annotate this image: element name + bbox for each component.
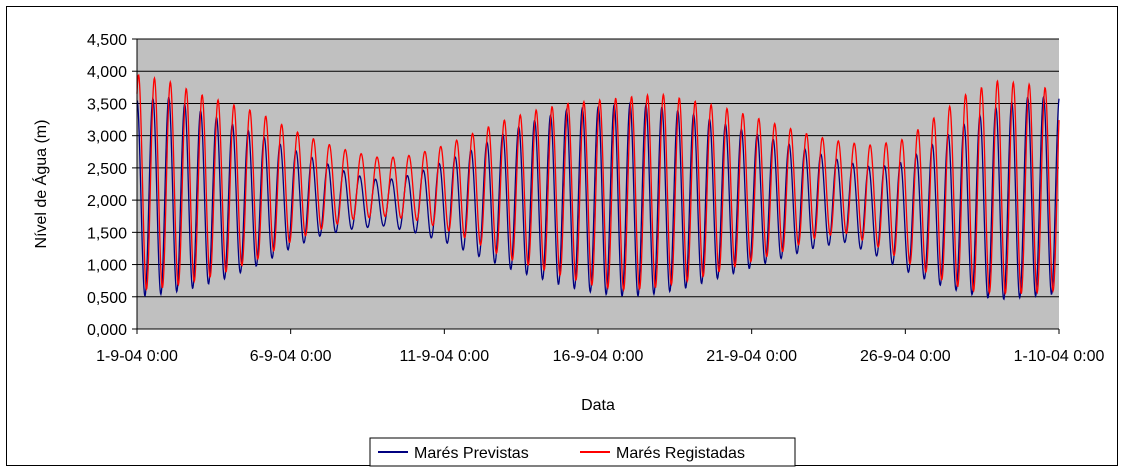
y-axis-title: Nível de Água (m) (31, 120, 50, 249)
x-tick-label: 26-9-04 0:00 (860, 348, 951, 365)
y-tick-labels: 0,000 0,500 1,000 1,500 2,000 2,500 3,000 3,500… (87, 32, 137, 339)
y-tick-label: 1,500 (87, 225, 127, 242)
y-tick-label: 2,000 (87, 193, 127, 210)
y-tick-label: 2,500 (87, 161, 127, 178)
y-tick-label: 1,000 (87, 258, 127, 275)
y-tick-label: 0,500 (87, 290, 127, 307)
x-tick-label: 6-9-04 0:00 (250, 348, 332, 365)
y-tick-label: 4,000 (87, 64, 127, 81)
y-tick-label: 3,500 (87, 96, 127, 113)
legend-label: Marés Previstas (414, 445, 529, 462)
x-tick-label: 16-9-04 0:00 (553, 348, 644, 365)
series-line-1 (136, 74, 1060, 296)
x-tick-label: 1-10-04 0:00 (1014, 348, 1105, 365)
y-tick-label: 4,500 (87, 32, 127, 49)
x-tick-label: 11-9-04 0:00 (400, 348, 490, 365)
x-tick-labels: 1-9-04 0:00 6-9-04 0:00 11-9-04 0:00 16-9-0… (96, 329, 1104, 365)
x-tick-label: 21-9-04 0:00 (706, 348, 797, 365)
x-axis-title: Data (581, 397, 615, 414)
legend-label: Marés Registadas (616, 445, 745, 462)
series-layer (136, 74, 1060, 301)
series-line-0 (136, 95, 1060, 301)
legend: Marés Previstas Marés Registadas (369, 437, 796, 467)
y-tick-label: 3,000 (87, 129, 127, 146)
x-tick-label: 1-9-04 0:00 (96, 348, 178, 365)
y-tick-label: 0,000 (87, 322, 127, 339)
